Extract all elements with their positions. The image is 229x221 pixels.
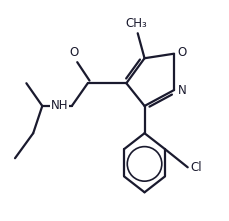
Text: N: N — [177, 84, 185, 97]
Text: O: O — [69, 46, 78, 59]
Text: CH₃: CH₃ — [125, 17, 147, 30]
Text: NH: NH — [51, 99, 68, 112]
Text: Cl: Cl — [190, 161, 202, 174]
Text: O: O — [177, 46, 186, 59]
